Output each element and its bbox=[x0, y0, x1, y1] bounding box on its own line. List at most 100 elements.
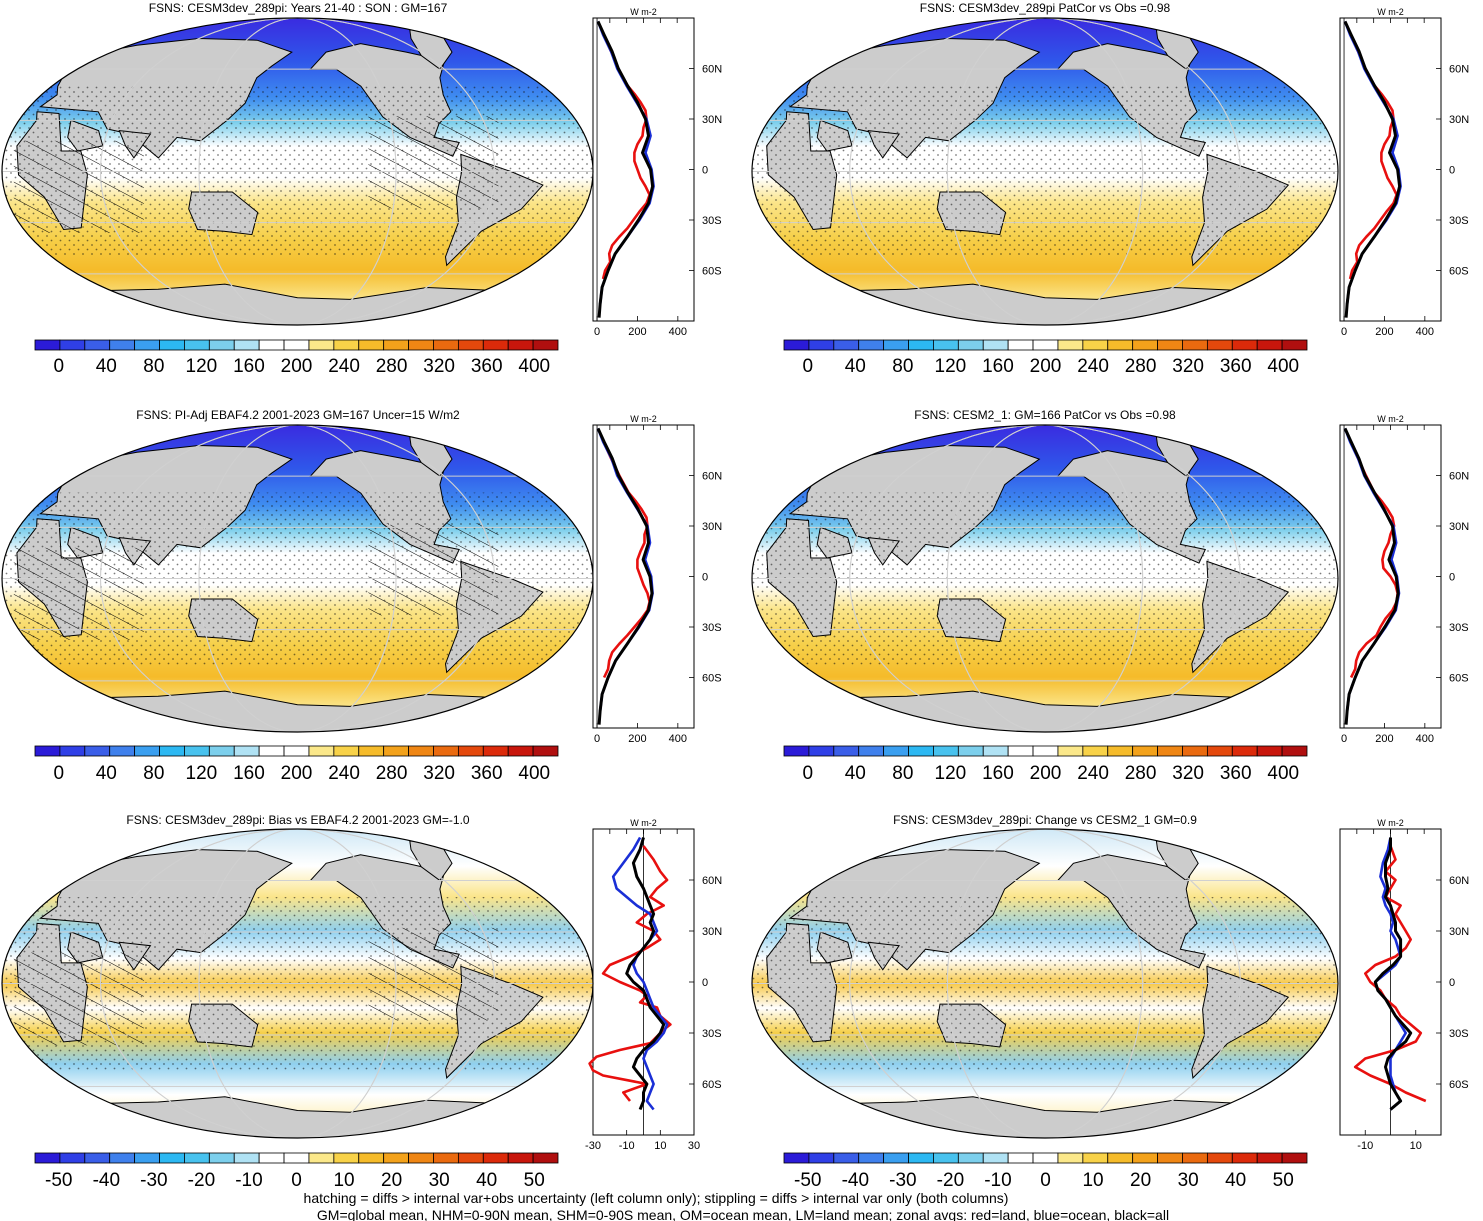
panel-p6: FSNS: CESM3dev_289pi: Change vs CESM2_1 … bbox=[751, 813, 1469, 1191]
colorbar-box bbox=[283, 745, 310, 757]
colorbar: 0 40 80 120 160 200 240 280 320 360 400 bbox=[34, 745, 559, 784]
colorbar-box bbox=[408, 745, 434, 757]
graticule-lon bbox=[100, 425, 495, 732]
colorbar-tick-label: 280 bbox=[1125, 356, 1157, 377]
colorbar-box bbox=[957, 745, 984, 757]
colorbar-box bbox=[1107, 745, 1134, 757]
colorbar-box bbox=[233, 339, 260, 351]
zonal-y-tick-label: 0 bbox=[702, 165, 708, 177]
colorbar-tick-label: 0 bbox=[802, 763, 813, 784]
colorbar-box bbox=[1182, 339, 1208, 351]
zonal-y-tick-label: 30N bbox=[1449, 926, 1469, 938]
colorbar-tick-label: -50 bbox=[794, 1170, 821, 1191]
zonal-x-tick-label: 0 bbox=[1341, 326, 1347, 338]
colorbar-box bbox=[333, 339, 360, 351]
colorbar-box bbox=[908, 1152, 934, 1164]
colorbar-tick-label: 120 bbox=[186, 356, 218, 377]
zonal-series-ocean bbox=[596, 20, 655, 305]
panel-title: FSNS: CESM3dev_289pi: Years 21-40 : SON … bbox=[149, 1, 448, 15]
colorbar-tick-label: 320 bbox=[423, 356, 455, 377]
zonal-mean-plot: W m-2 -10 10 60N 30N 0 30S 60S bbox=[1339, 818, 1469, 1152]
colorbar-box bbox=[933, 339, 959, 351]
zonal-y-tick-label: 60N bbox=[1449, 64, 1469, 76]
colorbar: 0 40 80 120 160 200 240 280 320 360 400 bbox=[34, 339, 559, 377]
colorbar-tick-label: 240 bbox=[328, 763, 360, 784]
zonal-x-tick-label: 400 bbox=[669, 326, 687, 338]
zonal-series-all bbox=[1373, 837, 1413, 1111]
zonal-y-tick-label: 0 bbox=[1449, 165, 1455, 177]
colorbar-box bbox=[1032, 745, 1059, 757]
graticule-lon bbox=[198, 18, 397, 325]
zonal-mean-plot: W m-2 0 200 400 60N 30N 0 30S 60S bbox=[592, 7, 722, 338]
colorbar-box bbox=[34, 745, 61, 757]
colorbar-box bbox=[833, 339, 860, 351]
zonal-y-tick-label: 30N bbox=[702, 114, 722, 126]
colorbar-tick-label: 400 bbox=[518, 356, 550, 377]
colorbar-box bbox=[808, 1152, 835, 1164]
panel-title: FSNS: PI-Adj EBAF4.2 2001-2023 GM=167 Un… bbox=[136, 408, 460, 422]
colorbar-box bbox=[933, 745, 959, 757]
zonal-y-tick-label: 30N bbox=[1449, 521, 1469, 533]
colorbar-box bbox=[34, 1152, 61, 1164]
graticule-lon bbox=[946, 18, 1144, 325]
map-border bbox=[751, 17, 1339, 326]
colorbar-box bbox=[84, 339, 111, 351]
zonal-y-tick-label: 30S bbox=[702, 1028, 722, 1040]
graticule-lon bbox=[198, 829, 397, 1138]
colorbar-box bbox=[1032, 339, 1059, 351]
colorbar-tick-label: 80 bbox=[143, 763, 164, 784]
colorbar-box bbox=[1182, 1152, 1208, 1164]
colorbar-box bbox=[1231, 745, 1258, 757]
zonal-mean-plot: W m-2 0 200 400 60N 30N 0 30S 60S bbox=[1339, 7, 1469, 338]
colorbar-tick-label: -50 bbox=[45, 1170, 72, 1191]
zonal-y-tick-label: 60S bbox=[702, 673, 722, 685]
colorbar-box bbox=[1206, 745, 1233, 757]
colorbar-tick-label: 360 bbox=[1220, 763, 1252, 784]
colorbar-tick-label: 320 bbox=[423, 763, 455, 784]
colorbar-box bbox=[858, 339, 885, 351]
zonal-y-tick-label: 60N bbox=[702, 64, 722, 76]
colorbar-box bbox=[1057, 1152, 1084, 1164]
colorbar-tick-label: 40 bbox=[476, 1170, 497, 1191]
colorbar-box bbox=[233, 745, 260, 757]
zonal-y-tick-label: 60N bbox=[702, 875, 722, 887]
zonal-mean-plot: W m-2 -30 -10 10 30 60N 30N 0 30S 60S bbox=[585, 818, 722, 1152]
map bbox=[752, 18, 1338, 325]
hatching bbox=[13, 140, 144, 233]
zonal-series-all bbox=[596, 427, 654, 725]
colorbar-tick-label: 0 bbox=[53, 763, 64, 784]
colorbar-tick-label: 160 bbox=[982, 356, 1014, 377]
panel-title: FSNS: CESM2_1: GM=166 PatCor vs Obs =0.9… bbox=[914, 408, 1176, 422]
colorbar-tick-label: 80 bbox=[892, 763, 913, 784]
zonal-x-tick-label: 400 bbox=[669, 733, 687, 745]
zonal-x-tick-label: 400 bbox=[1416, 733, 1434, 745]
graticule-lon bbox=[849, 18, 1241, 325]
zonal-x-tick-label: 200 bbox=[1375, 733, 1393, 745]
zonal-y-tick-label: 30S bbox=[702, 622, 722, 634]
colorbar-box bbox=[933, 1152, 959, 1164]
map bbox=[752, 425, 1338, 732]
colorbar-box bbox=[982, 1152, 1009, 1164]
map-border bbox=[751, 424, 1339, 733]
zonal-unit-label: W m-2 bbox=[1377, 7, 1404, 17]
colorbar-box bbox=[333, 745, 360, 757]
colorbar-box bbox=[982, 745, 1009, 757]
colorbar-tick-label: 40 bbox=[96, 356, 117, 377]
hatching bbox=[368, 116, 499, 209]
colorbar-box bbox=[1206, 1152, 1233, 1164]
colorbar-tick-label: 360 bbox=[471, 763, 503, 784]
colorbar-tick-label: 0 bbox=[802, 356, 813, 377]
colorbar-tick-label: 30 bbox=[1178, 1170, 1199, 1191]
colorbar-box bbox=[507, 745, 534, 757]
map bbox=[2, 18, 593, 325]
footer-line-1: hatching = diffs > internal var+obs unce… bbox=[304, 1190, 1009, 1206]
colorbar-tick-label: 160 bbox=[233, 763, 265, 784]
colorbar-box bbox=[1206, 339, 1233, 351]
zonal-series-all bbox=[625, 837, 666, 1111]
colorbar-tick-label: 80 bbox=[143, 356, 164, 377]
hatching bbox=[13, 952, 144, 1046]
colorbar: -50 -40 -30 -20 -10 0 10 20 30 40 50 bbox=[783, 1152, 1308, 1191]
colorbar-box bbox=[358, 745, 385, 757]
colorbar-box bbox=[957, 1152, 984, 1164]
